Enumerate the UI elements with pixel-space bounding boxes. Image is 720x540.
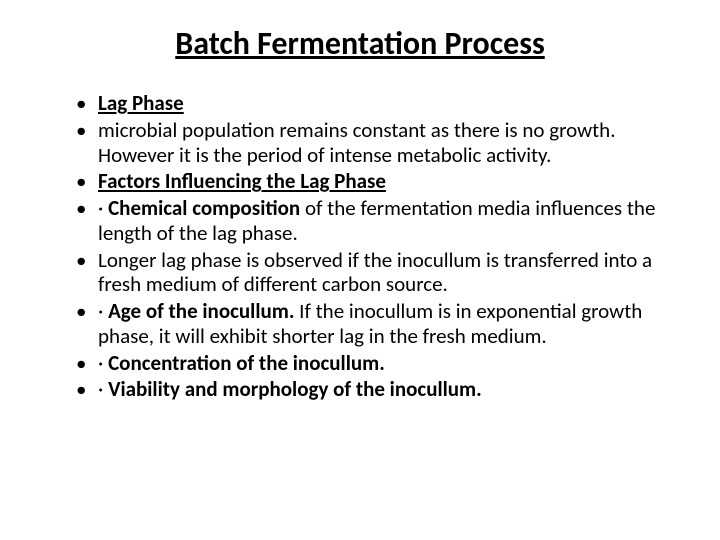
text-segment: microbial population remains constant as… xyxy=(98,117,616,168)
text-segment: · xyxy=(98,350,108,376)
text-segment: Factors Influencing the Lag Phase xyxy=(98,168,386,194)
bullet-item: · Concentration of the inocullum. xyxy=(76,351,672,376)
bullet-item: Factors Influencing the Lag Phase xyxy=(76,169,672,194)
bullet-item: · Viability and morphology of the inocul… xyxy=(76,377,672,402)
bullet-list: Lag Phasemicrobial population remains co… xyxy=(48,91,672,402)
bullet-item: microbial population remains constant as… xyxy=(76,118,672,168)
text-segment: Concentration of the inocullum. xyxy=(108,350,385,376)
text-segment: · xyxy=(98,298,108,324)
bullet-item: · Chemical composition of the fermentati… xyxy=(76,196,672,246)
bullet-item: Lag Phase xyxy=(76,91,672,116)
bullet-item: Longer lag phase is observed if the inoc… xyxy=(76,248,672,298)
text-segment: · xyxy=(98,376,108,402)
slide-title: Batch Fermentation Process xyxy=(48,24,672,63)
text-segment: Lag Phase xyxy=(98,90,184,116)
slide: Batch Fermentation Process Lag Phasemicr… xyxy=(0,0,720,540)
text-segment: · xyxy=(98,195,108,221)
text-segment: Longer lag phase is observed if the inoc… xyxy=(98,247,652,298)
text-segment: Age of the inocullum. xyxy=(108,298,294,324)
text-segment: Chemical composition xyxy=(108,195,300,221)
bullet-item: · Age of the inocullum. If the inocullum… xyxy=(76,299,672,349)
text-segment: Viability and morphology of the inocullu… xyxy=(108,376,482,402)
